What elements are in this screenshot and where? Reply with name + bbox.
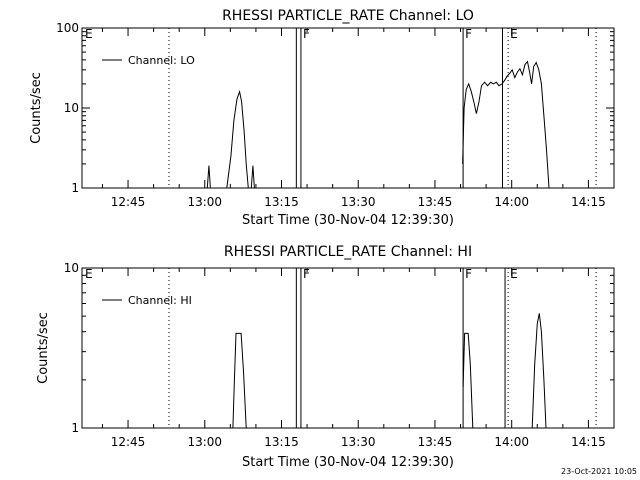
y-tick-label: 100 [56,21,79,35]
series-line [206,165,211,189]
x-axis-label: Start Time (30-Nov-04 12:39:30) [242,213,454,228]
footer-timestamp: 23-Oct-2021 10:05 [561,467,637,476]
x-tick-label: 14:15 [571,195,606,209]
x-tick-label: 13:30 [341,195,376,209]
event-marker-label: E [85,27,93,41]
series-line [462,332,474,429]
chart-hi-panel: RHESSI PARTICLE_RATE Channel: HI 12:45 13:… [36,244,615,470]
event-marker-label: E [85,267,93,281]
series-line [232,332,247,429]
event-marker-label: F [465,27,472,41]
event-marker-label: E [510,27,518,41]
x-tick-label: 13:45 [418,195,453,209]
chart-title: RHESSI PARTICLE_RATE Channel: LO [222,8,474,24]
plot-frame [81,267,615,429]
event-marker-label: F [465,267,472,281]
y-tick-label: 10 [64,101,79,115]
series-line [531,313,547,429]
x-tick-label: 14:15 [571,435,606,449]
x-tick-label: 12:45 [111,435,146,449]
x-tick-label: 13:15 [264,435,299,449]
event-marker-label: F [303,27,310,41]
x-axis-label: Start Time (30-Nov-04 12:39:30) [242,455,454,470]
y-tick-label: 1 [71,421,79,435]
x-tick-label: 13:00 [187,195,222,209]
y-tick-label: 1 [71,181,79,195]
y-axis-label: Counts/sec [36,312,51,384]
chart-title: RHESSI PARTICLE_RATE Channel: HI [224,244,472,260]
series-line [462,60,550,189]
x-tick-label: 12:45 [111,195,146,209]
x-tick-label: 13:00 [187,435,222,449]
x-tick-label: 14:00 [494,435,529,449]
y-axis-label: Counts/sec [29,72,44,144]
legend-entry: Channel: HI [128,294,192,307]
x-tick-label: 14:00 [494,195,529,209]
x-tick-label: 13:45 [418,435,453,449]
legend-entry: Channel: LO [128,54,195,67]
series-line [226,89,249,189]
event-marker-label: F [303,267,310,281]
event-marker-label: E [510,267,518,281]
plot-frame [81,27,615,189]
series-line [250,165,255,189]
x-tick-label: 13:15 [264,195,299,209]
x-tick-label: 13:30 [341,435,376,449]
y-tick-label: 10 [64,261,79,275]
chart-lo-panel: RHESSI PARTICLE_RATE Channel: LO 12:45 13:… [29,8,615,228]
